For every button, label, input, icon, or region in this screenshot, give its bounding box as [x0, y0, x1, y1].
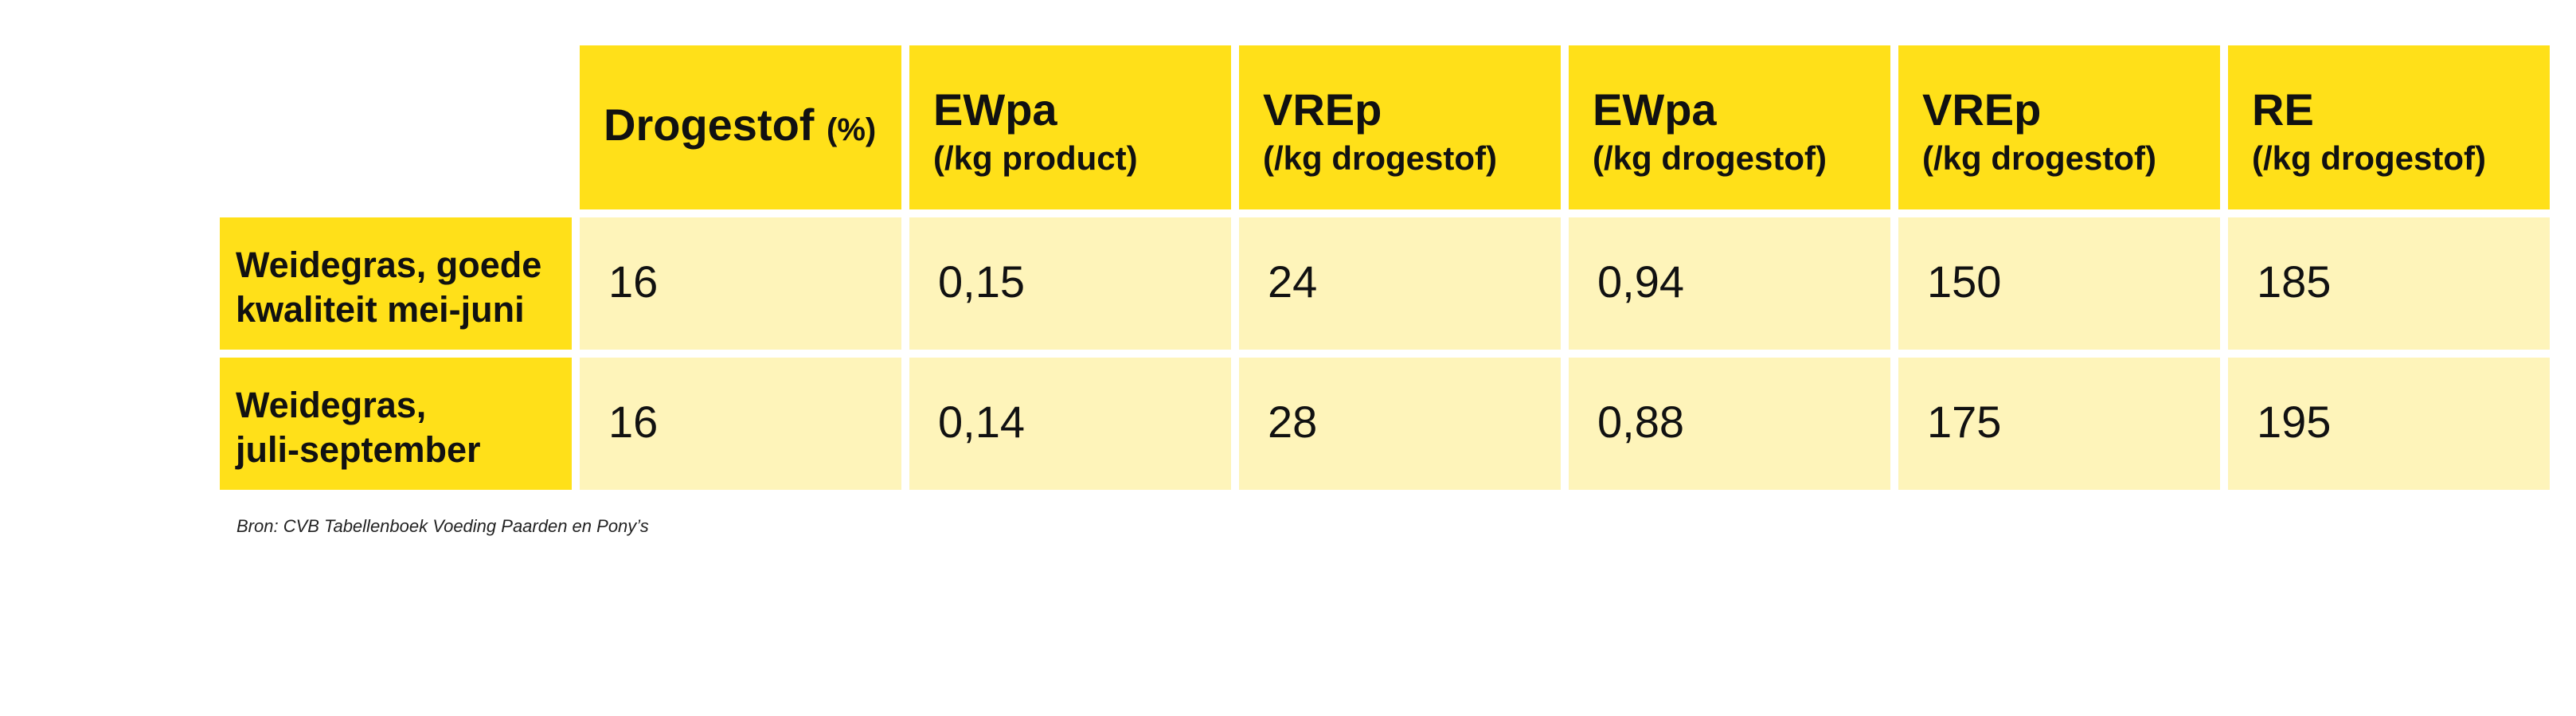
table-corner: [220, 45, 572, 209]
source-note: Bron: CVB Tabellenboek Voeding Paarden e…: [236, 516, 649, 536]
header-vrep-2-title: VREp: [1922, 84, 2042, 135]
table-cell: 0,15: [909, 217, 1231, 350]
table-cell: 28: [1239, 358, 1561, 490]
nutrition-table: Drogestof (%) EWpa (/kg product) VREp (/…: [220, 45, 2550, 490]
table-cell: 175: [1898, 358, 2220, 490]
header-ewpa-drogestof-title: EWpa: [1593, 84, 1717, 135]
header-re: RE (/kg drogestof): [2228, 45, 2550, 209]
table-cell: 150: [1898, 217, 2220, 350]
table-cell: 16: [580, 217, 901, 350]
header-drogestof-unit: (%): [827, 112, 877, 147]
table-cell: 0,14: [909, 358, 1231, 490]
row-label-2: Weidegras, juli-september: [220, 358, 572, 490]
header-drogestof-label: Drogestof (%): [604, 99, 876, 156]
header-drogestof: Drogestof (%): [580, 45, 901, 209]
table-cell: 195: [2228, 358, 2550, 490]
header-vrep-1-title: VREp: [1263, 84, 1382, 135]
row-label-1-line1: Weidegras, goede: [236, 245, 542, 285]
header-ewpa-drogestof: EWpa (/kg drogestof): [1569, 45, 1890, 209]
table-cell: 16: [580, 358, 901, 490]
table-cell: 0,94: [1569, 217, 1890, 350]
header-vrep-1: VREp (/kg drogestof): [1239, 45, 1561, 209]
table-cell: 185: [2228, 217, 2550, 350]
header-re-title: RE: [2252, 84, 2314, 135]
row-label-1: Weidegras, goede kwaliteit mei-juni: [220, 217, 572, 350]
header-vrep-1-unit: (/kg drogestof): [1263, 139, 1497, 177]
header-ewpa-drogestof-unit: (/kg drogestof): [1593, 139, 1827, 177]
header-vrep-2-unit: (/kg drogestof): [1922, 139, 2156, 177]
table-cell: 24: [1239, 217, 1561, 350]
row-label-1-line2: kwaliteit mei-juni: [236, 289, 525, 330]
header-drogestof-title: Drogestof: [604, 100, 815, 150]
header-ewpa-product: EWpa (/kg product): [909, 45, 1231, 209]
header-ewpa-product-title: EWpa: [933, 84, 1057, 135]
table-cell: 0,88: [1569, 358, 1890, 490]
header-vrep-2: VREp (/kg drogestof): [1898, 45, 2220, 209]
row-label-2-line1: Weidegras,: [236, 385, 427, 425]
row-label-2-line2: juli-september: [236, 429, 481, 470]
header-re-unit: (/kg drogestof): [2252, 139, 2486, 177]
header-ewpa-product-unit: (/kg product): [933, 139, 1138, 177]
